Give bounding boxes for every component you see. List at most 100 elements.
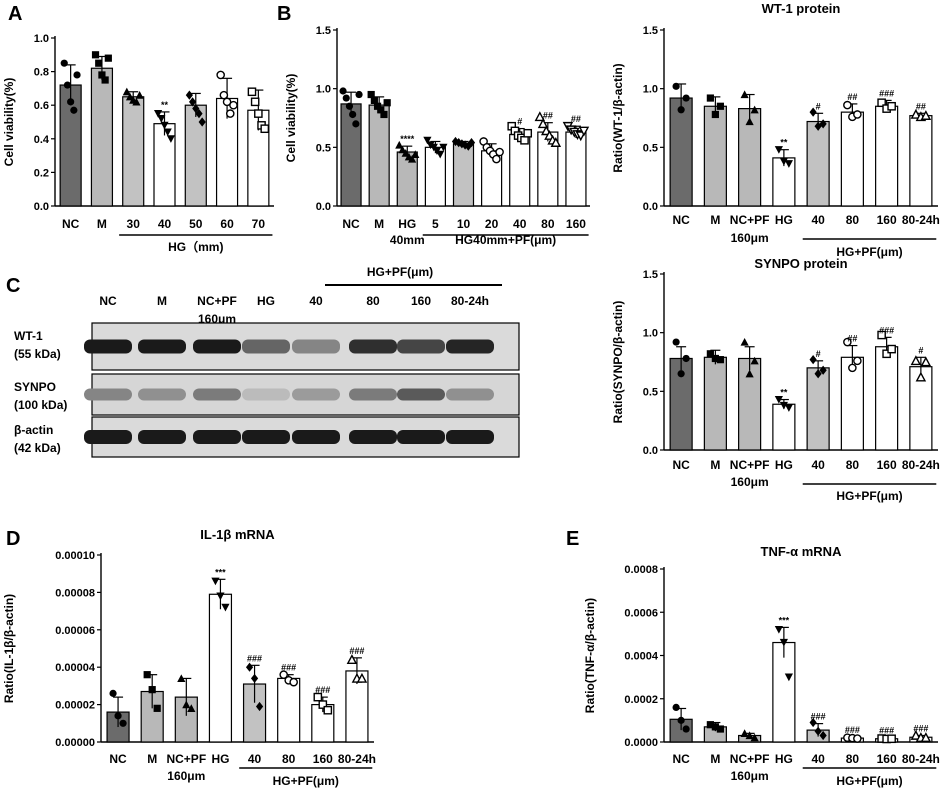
western-blot-panel-c: CNC M NC+PF HG 40 80 160 80-24h160μmHG+PF(μm)WT… — [6, 265, 520, 458]
data-point — [185, 90, 193, 100]
lane-label: 40 — [309, 294, 323, 308]
chart-title: IL-1β mRNA — [200, 527, 275, 542]
category-label: HG — [211, 752, 229, 766]
category-label: 40 — [811, 458, 825, 472]
data-point — [887, 344, 896, 354]
bar — [277, 677, 301, 743]
category-sublabel: 160μm — [167, 769, 205, 783]
panel-letter: C — [6, 275, 20, 297]
data-point — [740, 90, 749, 99]
blot-band — [446, 430, 494, 444]
significance-label: ## — [571, 114, 581, 124]
y-axis-label: Ratio(IL-1β/β-actin) — [2, 594, 16, 703]
bar — [772, 403, 796, 451]
data-point — [887, 101, 896, 111]
y-tick-label: 0.00006 — [55, 625, 95, 637]
bar — [509, 133, 531, 207]
category-label: NC+PF — [730, 213, 770, 227]
group-label: HG+PF(μm) — [836, 489, 902, 503]
lane-label: 80 — [366, 294, 380, 308]
y-tick-label: 0.0004 — [624, 651, 659, 663]
data-point — [672, 338, 680, 346]
group-label: HG40mm+PF(μm) — [455, 233, 556, 247]
category-label: 80 — [282, 752, 296, 766]
y-tick-label: 0.00008 — [55, 587, 95, 599]
category-label: 30 — [127, 217, 141, 231]
bar — [452, 143, 475, 207]
data-point — [289, 677, 298, 687]
chart-title: TNF-α mRNA — [761, 544, 843, 559]
category-label: 40 — [811, 752, 825, 766]
panel-letter: A — [8, 3, 22, 25]
chart-panel-b: B 0.0 0.5 1.0 1.5 Cell viability(%) NC M **** HG 5… — [277, 3, 590, 247]
data-point — [716, 102, 724, 110]
blot-band — [397, 388, 445, 401]
category-label: HG — [398, 217, 416, 231]
bar — [703, 356, 727, 451]
y-tick-label: 1.0 — [34, 33, 49, 45]
category-label: HG — [775, 458, 793, 472]
data-point — [119, 719, 127, 727]
data-point — [188, 97, 197, 107]
data-point — [67, 98, 75, 106]
data-point — [537, 118, 549, 129]
y-tick-label: 1.0 — [643, 84, 658, 96]
data-point — [250, 673, 259, 684]
bar — [875, 346, 899, 451]
data-point — [313, 692, 323, 702]
data-point — [779, 638, 788, 647]
data-point — [814, 726, 822, 736]
data-point — [877, 330, 886, 340]
category-sublabel: 160μm — [731, 475, 769, 489]
y-tick-label: 0.0 — [316, 201, 331, 213]
data-point — [216, 592, 225, 601]
category-label: 80 — [846, 213, 860, 227]
data-point — [177, 674, 186, 683]
significance-label: ### — [913, 724, 928, 734]
data-point — [219, 90, 229, 100]
bar — [122, 96, 145, 207]
y-axis-label: Ratio(TNF-α/β-actin) — [583, 598, 597, 713]
data-point — [706, 94, 714, 102]
significance-label: # — [918, 345, 923, 355]
data-point — [814, 369, 822, 379]
data-point — [819, 119, 827, 129]
data-point — [198, 117, 206, 127]
data-point — [461, 140, 469, 150]
y-tick-label: 0.2 — [34, 167, 49, 179]
data-point — [550, 137, 562, 147]
category-label: 160 — [877, 752, 897, 766]
data-point — [411, 150, 420, 158]
data-point — [711, 354, 719, 363]
category-label: NC — [342, 217, 360, 231]
blot-band — [349, 430, 397, 444]
data-point — [677, 106, 685, 114]
bar — [703, 105, 727, 207]
data-point — [464, 141, 472, 151]
y-tick-label: 0.0000 — [624, 737, 658, 749]
data-point — [819, 730, 827, 741]
category-label: HG — [775, 752, 793, 766]
data-point — [60, 59, 68, 67]
data-point — [318, 700, 328, 709]
category-label: M — [147, 752, 157, 766]
y-tick-label: 0.5 — [316, 142, 331, 154]
group-label: HG（mm) — [168, 239, 223, 254]
data-point — [245, 662, 254, 672]
data-point — [682, 354, 690, 363]
group-label: HG+PF(μm) — [836, 245, 902, 259]
data-point — [148, 686, 156, 694]
data-point — [809, 355, 817, 365]
category-label: 70 — [252, 217, 266, 231]
group-label: HG+PF(μm) — [367, 265, 433, 279]
data-point — [578, 126, 590, 137]
data-point — [222, 97, 232, 107]
data-point — [221, 603, 230, 612]
data-point — [853, 110, 862, 119]
data-point — [370, 96, 378, 104]
y-tick-label: 0.00004 — [55, 662, 96, 674]
data-point — [153, 704, 161, 712]
data-point — [195, 109, 203, 119]
data-point — [750, 733, 759, 742]
y-tick-label: 0.0002 — [624, 694, 658, 706]
